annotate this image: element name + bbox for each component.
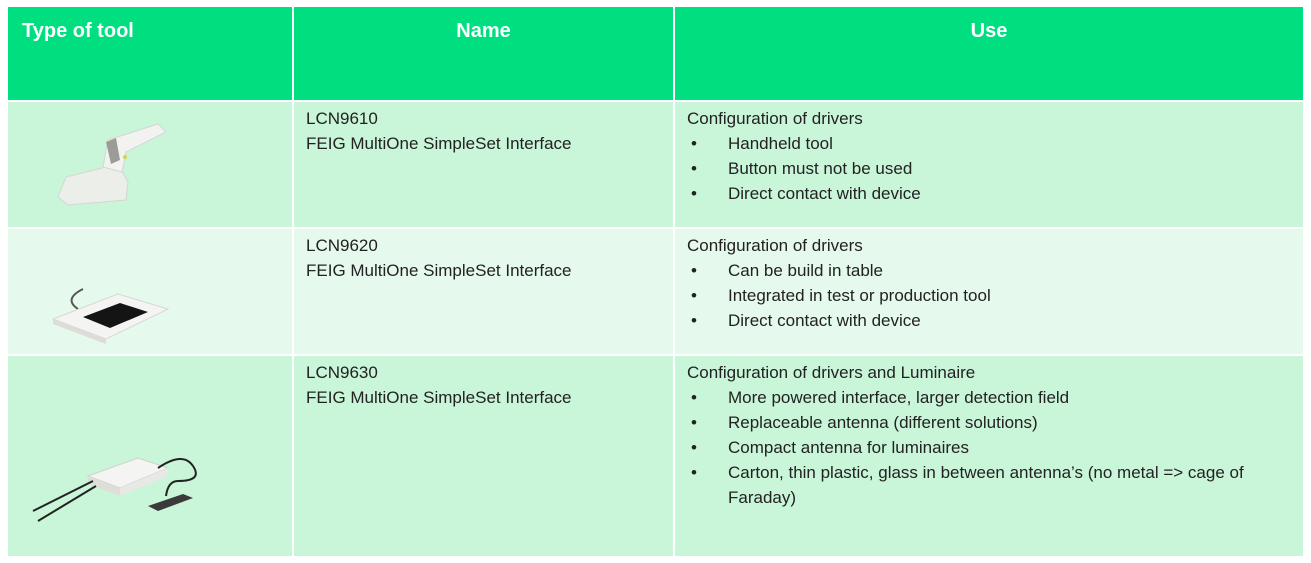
code: LCN9610 <box>306 109 378 128</box>
bullet: Carton, thin plastic, glass in between a… <box>687 460 1247 510</box>
scanner-image <box>57 123 167 206</box>
bullet: More powered interface, larger detection… <box>687 385 1247 410</box>
image-cell <box>6 354 294 558</box>
bullet: Direct contact with device <box>687 181 1293 206</box>
name: FEIG MultiOne SimpleSet Interface <box>306 388 572 407</box>
name-cell: LCN9630 FEIG MultiOne SimpleSet Interfac… <box>292 354 675 558</box>
row: LCN9630 FEIG MultiOne SimpleSet Interfac… <box>6 354 1305 558</box>
use-title: Configuration of drivers <box>687 236 863 255</box>
bullet-list: Handheld tool Button must not be used Di… <box>687 131 1293 206</box>
name-cell: LCN9610 FEIG MultiOne SimpleSet Interfac… <box>292 100 675 229</box>
bullet: Integrated in test or production tool <box>687 283 1293 308</box>
bullet: Can be build in table <box>687 258 1293 283</box>
header-cell: Type of tool <box>6 5 294 102</box>
bullet-list: Can be build in table Integrated in test… <box>687 258 1293 333</box>
code: LCN9620 <box>306 236 378 255</box>
bullet: Direct contact with device <box>687 308 1293 333</box>
bullet: Replaceable antenna (different solutions… <box>687 410 1247 435</box>
name-cell: LCN9620 FEIG MultiOne SimpleSet Interfac… <box>292 227 675 356</box>
bullet: Handheld tool <box>687 131 1293 156</box>
tools-table: Type of tool Name Use LCN9610 FEIG Multi… <box>6 5 1305 558</box>
bullet: Compact antenna for luminaires <box>687 435 1247 460</box>
use-title: Configuration of drivers <box>687 109 863 128</box>
header-cell: Use <box>673 5 1305 102</box>
name: FEIG MultiOne SimpleSet Interface <box>306 134 572 153</box>
use-title: Configuration of drivers and Luminaire <box>687 363 976 382</box>
row: LCN9620 FEIG MultiOne SimpleSet Interfac… <box>6 227 1305 356</box>
use-cell: Configuration of drivers Handheld tool B… <box>673 100 1305 229</box>
reader-image <box>51 288 170 344</box>
image-cell <box>6 227 294 356</box>
use-cell: Configuration of drivers and Luminaire M… <box>673 354 1305 558</box>
header-row: Type of tool Name Use <box>6 5 1305 102</box>
bullet: Button must not be used <box>687 156 1293 181</box>
interface-image <box>32 457 197 522</box>
header-cell: Name <box>292 5 675 102</box>
row: LCN9610 FEIG MultiOne SimpleSet Interfac… <box>6 100 1305 229</box>
bullet-list: More powered interface, larger detection… <box>687 385 1247 510</box>
image-cell <box>6 100 294 229</box>
use-cell: Configuration of drivers Can be build in… <box>673 227 1305 356</box>
code: LCN9630 <box>306 363 378 382</box>
name: FEIG MultiOne SimpleSet Interface <box>306 261 572 280</box>
